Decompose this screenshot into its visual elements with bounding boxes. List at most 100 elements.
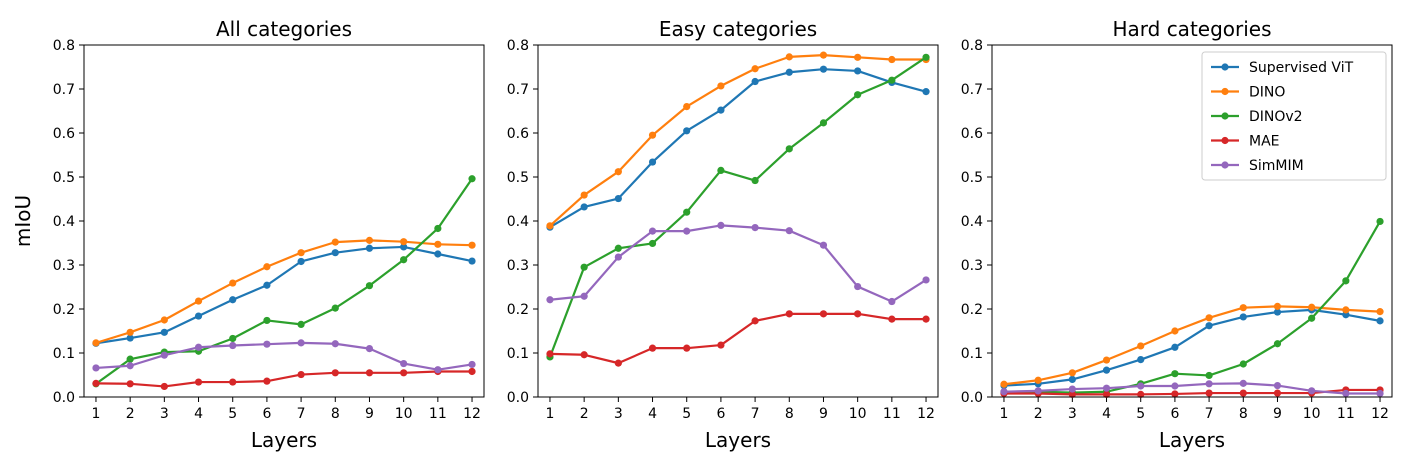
data-point xyxy=(683,227,691,235)
y-tick-label: 0.5 xyxy=(961,170,983,186)
data-point xyxy=(263,316,271,325)
data-point xyxy=(614,194,622,203)
y-tick-label: 0.7 xyxy=(507,82,529,98)
data-point xyxy=(751,176,759,185)
series-line xyxy=(1002,220,1382,394)
y-tick-label: 0.8 xyxy=(961,38,983,54)
data-point xyxy=(92,379,100,387)
data-point xyxy=(126,334,134,342)
x-tick-label: 6 xyxy=(716,406,725,422)
chart-panel-2: Easy categories 0.0 0.1 0.2 0.3 0.4 0.5 0.6 0.7 0… xyxy=(507,17,939,452)
data-point xyxy=(785,227,793,235)
data-point xyxy=(365,369,374,377)
data-point xyxy=(580,263,588,271)
data-point xyxy=(717,166,725,174)
series-line xyxy=(1002,388,1382,396)
x-tick-label: 2 xyxy=(1034,406,1043,422)
data-point xyxy=(1308,314,1316,322)
x-tick-label: 3 xyxy=(614,406,623,422)
legend-swatch-marker xyxy=(1221,112,1229,120)
legend-swatch-marker xyxy=(1221,136,1229,145)
y-tick-label: 0.1 xyxy=(961,346,983,362)
data-point xyxy=(648,227,657,235)
series-line xyxy=(94,245,474,345)
data-point xyxy=(263,340,271,348)
x-tick-label: 12 xyxy=(1371,406,1389,422)
y-tick-label: 0.1 xyxy=(507,346,529,362)
data-point xyxy=(331,249,339,257)
series-line xyxy=(94,239,474,344)
data-point xyxy=(614,253,622,261)
data-point xyxy=(468,360,476,369)
series-line xyxy=(94,341,474,371)
x-tick-label: 9 xyxy=(365,406,374,422)
data-point xyxy=(580,191,588,199)
y-tick-label: 0.4 xyxy=(53,214,75,230)
x-tick-label: 8 xyxy=(1239,406,1248,422)
series-mae xyxy=(546,310,930,367)
x-tick-label: 6 xyxy=(1170,406,1179,422)
x-tick-label: 10 xyxy=(395,406,413,422)
data-point xyxy=(331,304,339,312)
data-point xyxy=(854,310,862,318)
series-simmim xyxy=(1000,379,1384,398)
data-point xyxy=(1171,390,1179,398)
panel-title: Hard categories xyxy=(1112,17,1271,41)
data-point xyxy=(194,312,203,320)
data-point xyxy=(1137,382,1145,390)
data-point xyxy=(1102,366,1111,374)
plot-frame xyxy=(537,44,939,398)
data-point xyxy=(854,53,862,61)
y-tick-label: 0.0 xyxy=(53,390,75,406)
x-tick-label: 8 xyxy=(785,406,794,422)
x-tick-label: 4 xyxy=(648,406,657,422)
data-point xyxy=(126,328,134,336)
y-tick-label: 0.3 xyxy=(961,258,983,274)
data-point xyxy=(854,282,862,291)
data-point xyxy=(580,351,588,359)
x-tick-label: 11 xyxy=(1337,406,1355,422)
legend-entry: SimMIM xyxy=(1249,158,1304,174)
data-point xyxy=(751,317,759,325)
data-point xyxy=(683,127,691,135)
x-tick-label: 8 xyxy=(331,406,340,422)
data-point xyxy=(1137,390,1145,398)
y-tick-label: 0.8 xyxy=(53,38,75,54)
data-point xyxy=(297,370,305,379)
plot-frame xyxy=(83,44,485,398)
y-tick-label: 0.7 xyxy=(961,82,983,98)
x-tick-label: 7 xyxy=(1205,406,1214,422)
series-line xyxy=(548,56,928,359)
data-point xyxy=(785,145,793,153)
panel-title: All categories xyxy=(216,17,352,41)
series-dino xyxy=(1000,302,1384,388)
data-point xyxy=(922,315,930,323)
x-tick-label: 10 xyxy=(849,406,867,422)
y-tick-label: 0.0 xyxy=(507,390,529,406)
series-line xyxy=(94,177,474,385)
data-point xyxy=(683,208,691,216)
x-tick-label: 5 xyxy=(228,406,237,422)
x-tick-label: 1 xyxy=(92,406,101,422)
data-point xyxy=(434,224,442,233)
x-tick-label: 2 xyxy=(580,406,589,422)
data-point xyxy=(1376,308,1384,316)
chart-panel-3: Hard categories 0.0 0.1 0.2 0.3 0.4 0.5 0.6 0.7 0… xyxy=(961,17,1393,452)
data-point xyxy=(1171,327,1179,335)
data-point xyxy=(263,281,271,289)
data-point xyxy=(1273,308,1282,316)
y-tick-label: 0.4 xyxy=(507,214,529,230)
data-point xyxy=(160,382,168,391)
data-point xyxy=(1205,314,1213,322)
y-tick-label: 0.6 xyxy=(507,126,529,142)
data-point xyxy=(819,51,828,59)
data-point xyxy=(1239,304,1247,312)
data-point xyxy=(1068,369,1076,377)
y-tick-label: 0.2 xyxy=(961,302,983,318)
data-point xyxy=(365,345,374,353)
y-tick-label: 0.1 xyxy=(53,346,75,362)
x-tick-label: 11 xyxy=(883,406,901,422)
data-point xyxy=(468,175,476,183)
data-point xyxy=(1342,277,1350,285)
data-point xyxy=(819,310,828,318)
